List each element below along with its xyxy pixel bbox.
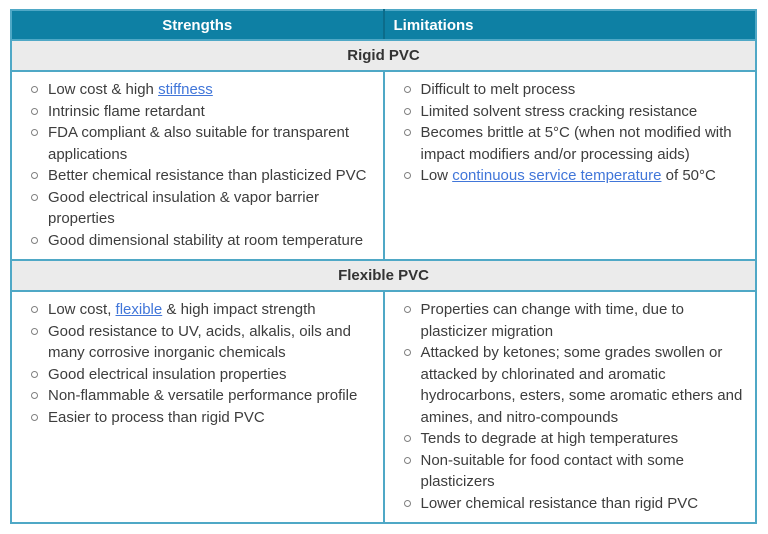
- text-segment: & high impact strength: [162, 301, 316, 318]
- rigid-limitations-list: Difficult to melt process Limited solvent…: [385, 72, 756, 195]
- list-item: Good electrical insulation & vapor barri…: [31, 187, 371, 230]
- list-item: Easier to process than rigid PVC: [31, 407, 371, 429]
- list-item: Good resistance to UV, acids, alkalis, o…: [31, 321, 371, 364]
- text-segment: Better chemical resistance than plastici…: [48, 167, 367, 184]
- text-segment: of 50°C: [661, 167, 716, 184]
- table-header-row: Strengths Limitations: [10, 9, 757, 41]
- text-segment: Limited solvent stress cracking resistan…: [420, 102, 698, 120]
- text-segment: Low cost & high: [48, 81, 159, 98]
- list-item: Low continuous service temperature of 50…: [403, 165, 744, 187]
- text-segment: Good resistance to UV, acids, alkalis, o…: [48, 322, 351, 362]
- list-item: Difficult to melt process: [403, 79, 744, 101]
- list-item: Low cost & high stiffness: [31, 79, 371, 101]
- text-segment: Easier to process than rigid PVC: [48, 408, 265, 426]
- text-segment: Properties can change with time, due to …: [420, 301, 684, 340]
- list-item: Lower chemical resistance than rigid PVC: [403, 493, 744, 515]
- list-item: Becomes brittle at 5°C (when not modifie…: [403, 122, 744, 165]
- flexible-limitations-cell: Properties can change with time, due to …: [382, 290, 757, 524]
- text-segment: Difficult to melt process: [420, 81, 576, 98]
- text-segment: Non-suitable for food contact with some …: [420, 451, 684, 491]
- list-item: Properties can change with time, due to …: [403, 299, 744, 342]
- table-row: Low cost, flexible & high impact strengt…: [10, 290, 757, 524]
- text-segment: Intrinsic flame retardant: [48, 102, 205, 120]
- list-item: Better chemical resistance than plastici…: [31, 165, 371, 187]
- list-item: Good electrical insulation properties: [31, 364, 371, 386]
- flexible-strengths-cell: Low cost, flexible & high impact strengt…: [10, 290, 385, 524]
- list-item: Good dimensional stability at room tempe…: [31, 230, 371, 252]
- inline-link[interactable]: stiffness: [158, 81, 213, 98]
- list-item: Tends to degrade at high temperatures: [403, 428, 744, 450]
- list-item: Limited solvent stress cracking resistan…: [403, 101, 744, 123]
- text-segment: Good electrical insulation properties: [48, 365, 287, 383]
- rigid-limitations-cell: Difficult to melt process Limited solvent…: [382, 70, 757, 261]
- flexible-limitations-list: Properties can change with time, due to …: [385, 292, 756, 522]
- list-item: Non-suitable for food contact with some …: [403, 450, 744, 493]
- list-item: FDA compliant & also suitable for transp…: [31, 122, 371, 165]
- text-segment: Becomes brittle at 5°C (when not modifie…: [420, 124, 732, 163]
- text-segment: Tends to degrade at high temperatures: [420, 430, 679, 447]
- inline-link[interactable]: flexible: [115, 301, 163, 318]
- text-segment: Lower chemical resistance than rigid PVC: [420, 494, 699, 512]
- section-row-rigid: Rigid PVC: [10, 39, 757, 72]
- rigid-strengths-cell: Low cost & high stiffness Intrinsic flame…: [10, 70, 385, 261]
- text-segment: Low cost,: [48, 301, 116, 318]
- list-item: Intrinsic flame retardant: [31, 101, 371, 123]
- list-item: Low cost, flexible & high impact strengt…: [31, 299, 371, 321]
- rigid-strengths-list: Low cost & high stiffness Intrinsic flame…: [12, 72, 383, 259]
- pvc-comparison-table: Strengths Limitations Rigid PVC Low cost…: [10, 9, 757, 524]
- section-header-rigid-pvc: Rigid PVC: [10, 39, 757, 72]
- section-row-flexible: Flexible PVC: [10, 259, 757, 292]
- column-header-strengths: Strengths: [10, 9, 385, 41]
- text-segment: Low: [420, 167, 453, 184]
- text-segment: FDA compliant & also suitable for transp…: [48, 124, 349, 163]
- section-header-flexible-pvc: Flexible PVC: [10, 259, 757, 292]
- text-segment: Good dimensional stability at room tempe…: [48, 231, 364, 249]
- list-item: Non-flammable & versatile performance pr…: [31, 385, 371, 407]
- text-segment: Non-flammable & versatile performance pr…: [48, 387, 358, 404]
- inline-link[interactable]: continuous service temperature: [452, 167, 662, 184]
- column-header-limitations: Limitations: [382, 9, 757, 41]
- text-segment: Attacked by ketones; some grades swollen…: [420, 344, 743, 426]
- list-item: Attacked by ketones; some grades swollen…: [403, 342, 744, 428]
- table-row: Low cost & high stiffness Intrinsic flame…: [10, 70, 757, 261]
- flexible-strengths-list: Low cost, flexible & high impact strengt…: [12, 292, 383, 436]
- text-segment: Good electrical insulation & vapor barri…: [48, 188, 319, 228]
